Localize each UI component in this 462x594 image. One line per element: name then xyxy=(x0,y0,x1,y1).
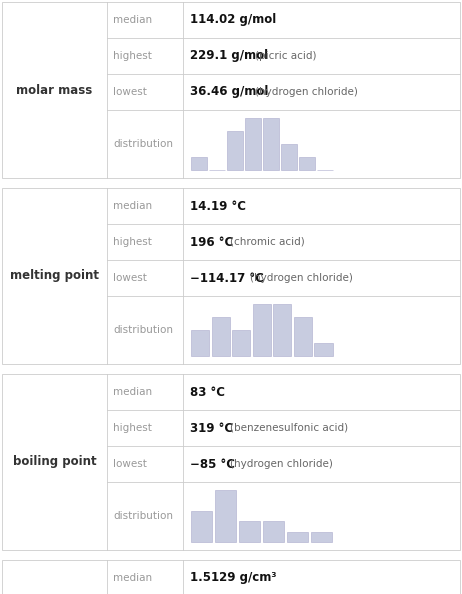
Text: lowest: lowest xyxy=(113,87,147,97)
Bar xyxy=(294,317,312,356)
Text: median: median xyxy=(113,15,152,25)
Text: distribution: distribution xyxy=(113,511,173,521)
Bar xyxy=(263,118,279,170)
Bar xyxy=(191,157,207,170)
Bar xyxy=(227,131,243,170)
Text: 196 °C: 196 °C xyxy=(190,235,233,248)
Bar xyxy=(315,343,333,356)
Bar xyxy=(191,330,209,356)
Bar xyxy=(245,118,261,170)
Bar xyxy=(212,317,230,356)
Text: highest: highest xyxy=(113,423,152,433)
Text: (hydrogen chloride): (hydrogen chloride) xyxy=(255,87,358,97)
Text: −85 °C: −85 °C xyxy=(190,457,235,470)
Text: melting point: melting point xyxy=(10,270,99,283)
Bar xyxy=(232,330,250,356)
Text: 14.19 °C: 14.19 °C xyxy=(190,200,246,213)
Bar xyxy=(253,304,271,356)
Bar xyxy=(274,304,292,356)
Bar xyxy=(299,157,315,170)
Text: median: median xyxy=(113,201,152,211)
Bar xyxy=(191,511,212,542)
Text: (benzenesulfonic acid): (benzenesulfonic acid) xyxy=(230,423,348,433)
Text: highest: highest xyxy=(113,237,152,247)
Text: distribution: distribution xyxy=(113,325,173,335)
Bar xyxy=(2,188,460,364)
Text: (hydrogen chloride): (hydrogen chloride) xyxy=(250,273,353,283)
Text: −114.17 °C: −114.17 °C xyxy=(190,271,264,285)
Text: molar mass: molar mass xyxy=(16,84,92,96)
Bar xyxy=(2,374,460,550)
Text: 114.02 g/mol: 114.02 g/mol xyxy=(190,14,276,27)
Bar xyxy=(2,2,460,178)
Bar xyxy=(239,521,260,542)
Text: 229.1 g/mol: 229.1 g/mol xyxy=(190,49,268,62)
Text: boiling point: boiling point xyxy=(12,456,96,469)
Text: (chromic acid): (chromic acid) xyxy=(230,237,305,247)
Bar xyxy=(2,560,460,594)
Bar xyxy=(287,532,308,542)
Text: (picric acid): (picric acid) xyxy=(255,51,316,61)
Text: median: median xyxy=(113,573,152,583)
Bar xyxy=(263,521,284,542)
Text: lowest: lowest xyxy=(113,273,147,283)
Text: lowest: lowest xyxy=(113,459,147,469)
Bar xyxy=(281,144,297,170)
Bar xyxy=(215,490,236,542)
Text: distribution: distribution xyxy=(113,139,173,149)
Text: 319 °C: 319 °C xyxy=(190,422,233,434)
Text: 1.5129 g/cm³: 1.5129 g/cm³ xyxy=(190,571,276,584)
Text: 36.46 g/mol: 36.46 g/mol xyxy=(190,86,268,99)
Text: highest: highest xyxy=(113,51,152,61)
Text: (hydrogen chloride): (hydrogen chloride) xyxy=(230,459,333,469)
Text: 83 °C: 83 °C xyxy=(190,386,225,399)
Bar xyxy=(311,532,332,542)
Text: median: median xyxy=(113,387,152,397)
